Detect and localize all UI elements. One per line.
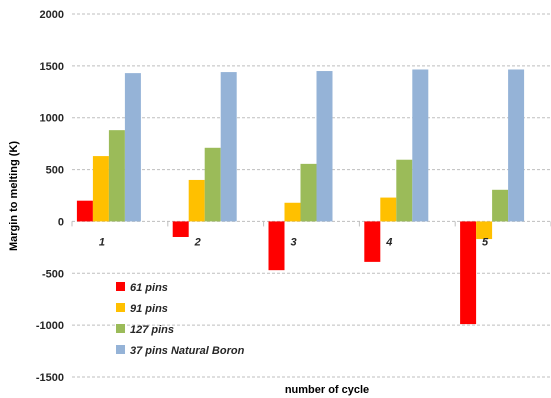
bar-61-pins-cycle-5 — [460, 221, 477, 325]
gridlines — [71, 13, 551, 378]
legend-label: 61 pins — [130, 282, 168, 294]
x-axis-title: number of cycle — [285, 384, 369, 396]
bar-91-pins-cycle-4 — [380, 197, 397, 222]
y-tick-label: 0 — [58, 216, 64, 228]
y-tick-label: 500 — [46, 165, 64, 177]
bar-37-pins-natural-boron-cycle-2 — [220, 72, 237, 222]
bar-127-pins-cycle-2 — [204, 147, 221, 222]
y-tick-label: 1500 — [40, 61, 64, 73]
legend-swatch — [116, 282, 125, 291]
bar-61-pins-cycle-2 — [172, 221, 189, 237]
bar-91-pins-cycle-1 — [92, 156, 109, 222]
bar-91-pins-cycle-2 — [188, 179, 205, 222]
bar-37-pins-natural-boron-cycle-5 — [508, 69, 525, 222]
x-category-label: 4 — [385, 236, 392, 248]
legend-swatch — [116, 345, 125, 354]
y-tick-label: 1000 — [40, 113, 64, 125]
y-axis-title: Margin to melting (K) — [8, 141, 20, 251]
bar-91-pins-cycle-3 — [284, 202, 301, 222]
bar-61-pins-cycle-4 — [364, 221, 381, 262]
y-tick-label: -500 — [42, 268, 64, 280]
bar-127-pins-cycle-4 — [396, 159, 413, 222]
y-tick-label: -1000 — [36, 320, 64, 332]
bar-127-pins-cycle-1 — [108, 130, 125, 222]
bar-61-pins-cycle-3 — [268, 221, 285, 271]
x-category-label: 5 — [482, 236, 489, 248]
bar-37-pins-natural-boron-cycle-4 — [412, 69, 429, 222]
legend-label: 127 pins — [130, 324, 174, 336]
bar-127-pins-cycle-5 — [492, 189, 509, 222]
x-category-labels: 1 2 3 4 5 — [99, 236, 489, 248]
legend-swatch — [116, 324, 125, 333]
legend-label: 91 pins — [130, 303, 168, 315]
x-category-label: 3 — [290, 236, 296, 248]
bar-37-pins-natural-boron-cycle-1 — [124, 73, 141, 222]
bar-37-pins-natural-boron-cycle-3 — [316, 71, 333, 222]
bars — [76, 69, 525, 325]
bar-91-pins-cycle-5 — [476, 221, 493, 240]
legend-label: 37 pins Natural Boron — [130, 345, 245, 357]
y-tick-labels: -1500 -1000 -500 0 500 1000 1500 2000 — [36, 9, 64, 384]
legend-swatch — [116, 303, 125, 312]
bar-61-pins-cycle-1 — [76, 200, 93, 222]
bar-127-pins-cycle-3 — [300, 163, 317, 222]
legend: 61 pins 91 pins 127 pins 37 pins Natural Bo… — [116, 282, 245, 357]
x-category-label: 1 — [99, 236, 105, 248]
y-tick-label: 2000 — [40, 9, 64, 21]
y-tick-label: -1500 — [36, 372, 64, 384]
x-category-label: 2 — [194, 236, 201, 248]
